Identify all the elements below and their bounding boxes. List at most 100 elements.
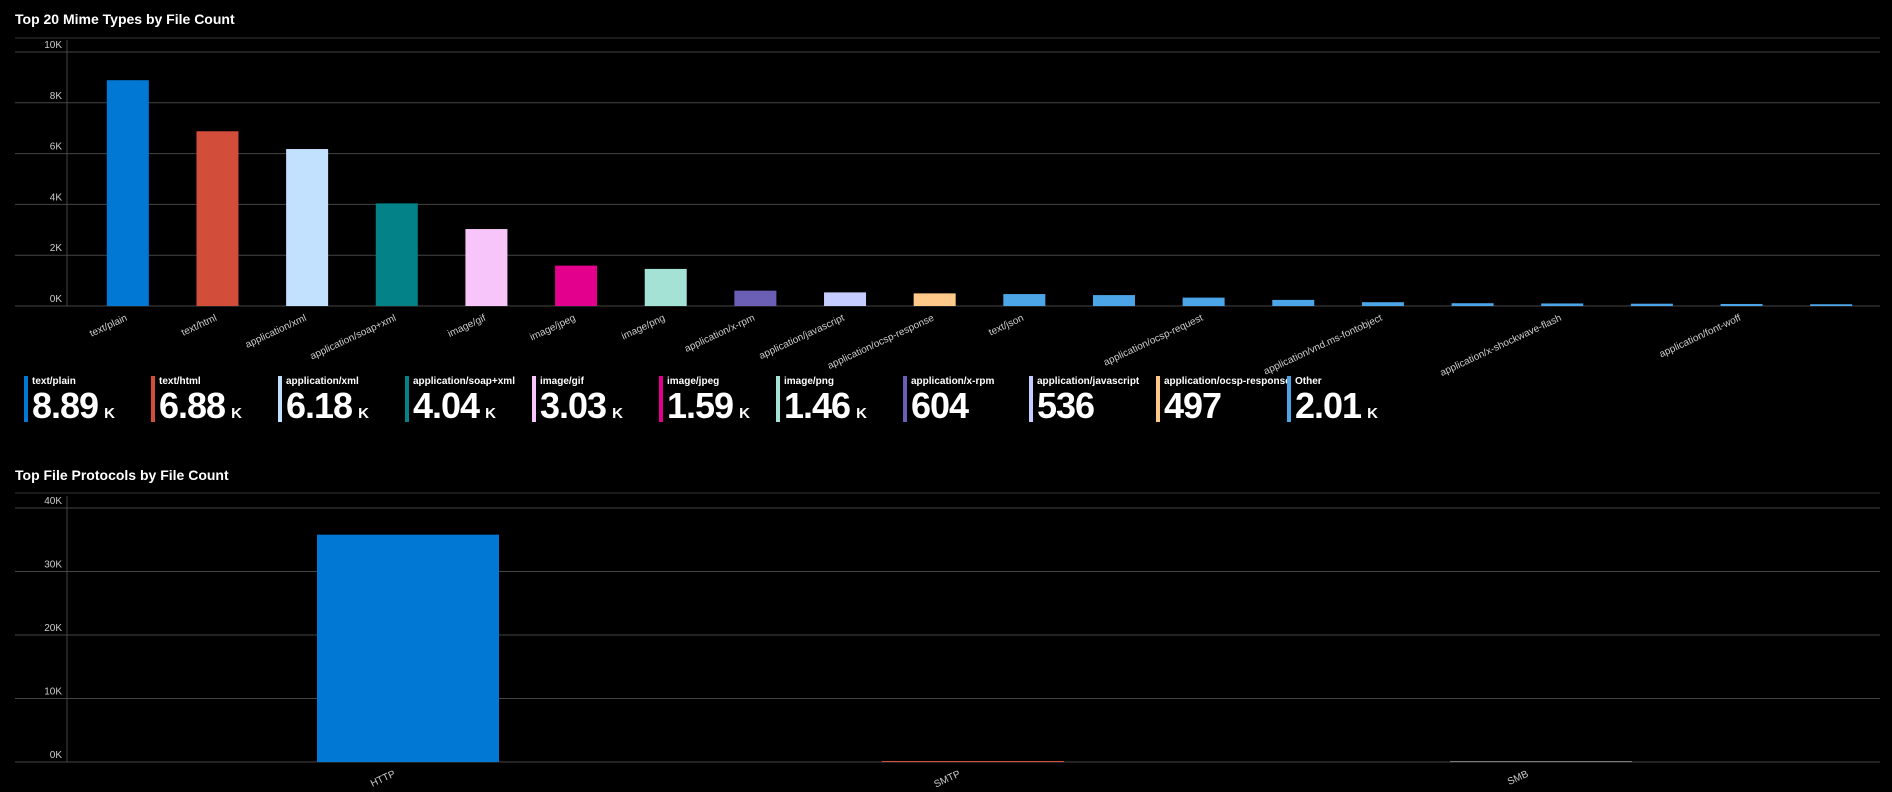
y-tick-label: 8K bbox=[50, 91, 63, 102]
legend-unit: K bbox=[612, 405, 623, 422]
legend-unit: K bbox=[104, 405, 115, 422]
bar-protocol-http[interactable] bbox=[317, 534, 499, 762]
legend-color-swatch bbox=[278, 376, 282, 422]
legend-value: 1.46 K bbox=[784, 385, 867, 432]
legend-value: 8.89 K bbox=[32, 385, 115, 432]
legend-item[interactable]: image/jpeg 1.59 K bbox=[659, 376, 750, 424]
bar-mime-11[interactable] bbox=[1092, 295, 1135, 306]
chart-title-mime-types: Top 20 Mime Types by File Count bbox=[15, 11, 235, 27]
bar-mime-10[interactable] bbox=[1003, 294, 1046, 306]
bar-mime-1[interactable] bbox=[196, 131, 239, 306]
legend-item[interactable]: application/ocsp-response 497 bbox=[1156, 376, 1291, 424]
bar-mime-3[interactable] bbox=[375, 203, 418, 306]
legend-label: image/png bbox=[784, 376, 835, 387]
legend-number: 4.04 bbox=[413, 385, 480, 426]
legend-color-swatch bbox=[532, 376, 536, 422]
legend-unit: K bbox=[856, 405, 867, 422]
bar-mime-5[interactable] bbox=[555, 265, 598, 306]
y-tick-label: 30K bbox=[44, 560, 62, 571]
legend-item[interactable]: Other 2.01 K bbox=[1287, 376, 1378, 424]
x-tick-label: SMTP bbox=[932, 769, 962, 791]
legend-label: application/x-rpm bbox=[911, 376, 995, 387]
legend-item[interactable]: text/html 6.88 K bbox=[151, 376, 242, 424]
legend-number: 8.89 bbox=[32, 385, 99, 426]
x-tick-label: SMB bbox=[1506, 769, 1531, 788]
bar-mime-17[interactable] bbox=[1630, 303, 1673, 306]
legend-color-swatch bbox=[24, 376, 28, 422]
legend-item[interactable]: text/plain 8.89 K bbox=[24, 376, 115, 424]
legend-number: 1.46 bbox=[784, 385, 851, 426]
legend-item[interactable]: application/javascript 536 bbox=[1029, 376, 1140, 424]
legend-item[interactable]: image/gif 3.03 K bbox=[532, 376, 623, 424]
legend-color-swatch bbox=[405, 376, 409, 422]
y-tick-label: 20K bbox=[44, 623, 62, 634]
legend-number: 3.03 bbox=[540, 385, 607, 426]
legend-value: 2.01 K bbox=[1295, 385, 1378, 432]
legend-label: application/xml bbox=[286, 376, 359, 387]
legend-label: text/html bbox=[159, 376, 201, 387]
y-tick-label: 10K bbox=[44, 40, 62, 51]
bar-mime-9[interactable] bbox=[913, 293, 956, 306]
legend-color-swatch bbox=[903, 376, 907, 422]
bar-mime-2[interactable] bbox=[286, 149, 329, 306]
bar-mime-6[interactable] bbox=[644, 268, 687, 306]
bar-mime-19[interactable] bbox=[1810, 304, 1853, 306]
bar-mime-15[interactable] bbox=[1451, 303, 1494, 306]
y-tick-label: 0K bbox=[50, 750, 63, 761]
y-tick-label: 2K bbox=[50, 243, 63, 254]
legend-unit: K bbox=[1367, 405, 1378, 422]
bar-mime-4[interactable] bbox=[465, 229, 508, 306]
y-tick-label: 0K bbox=[50, 294, 63, 305]
legend-color-swatch bbox=[659, 376, 663, 422]
legend-unit: K bbox=[358, 405, 369, 422]
legend-item[interactable]: image/png 1.46 K bbox=[776, 376, 867, 424]
legend-number: 6.18 bbox=[286, 385, 353, 426]
legend-color-swatch bbox=[1156, 376, 1160, 422]
legend-number: 497 bbox=[1164, 385, 1222, 426]
legend-value: 497 bbox=[1164, 388, 1291, 424]
bar-protocol-smb[interactable] bbox=[1450, 761, 1632, 762]
legend-label: application/ocsp-response bbox=[1164, 376, 1291, 387]
legend-value: 3.03 K bbox=[540, 385, 623, 432]
legend-color-swatch bbox=[776, 376, 780, 422]
bar-mime-7[interactable] bbox=[734, 290, 777, 306]
legend-number: 1.59 bbox=[667, 385, 734, 426]
legend-color-swatch bbox=[1029, 376, 1033, 422]
legend-unit: K bbox=[739, 405, 750, 422]
bar-protocol-smtp[interactable] bbox=[882, 761, 1064, 762]
bar-mime-18[interactable] bbox=[1720, 303, 1763, 306]
legend-value: 536 bbox=[1037, 388, 1139, 424]
bar-mime-14[interactable] bbox=[1361, 302, 1404, 306]
x-tick-label: HTTP bbox=[369, 769, 398, 790]
legend-value: 6.88 K bbox=[159, 385, 242, 432]
legend-value: 604 bbox=[911, 388, 994, 424]
legend-label: application/javascript bbox=[1037, 376, 1140, 387]
legend-item[interactable]: application/xml 6.18 K bbox=[278, 376, 369, 424]
legend-value: 6.18 K bbox=[286, 385, 369, 432]
legend-number: 604 bbox=[911, 385, 969, 426]
bar-mime-12[interactable] bbox=[1182, 297, 1225, 306]
legend-value: 4.04 K bbox=[413, 388, 515, 432]
legend-number: 536 bbox=[1037, 385, 1095, 426]
legend-item[interactable]: application/x-rpm 604 bbox=[903, 376, 995, 424]
legend-label: image/gif bbox=[540, 376, 584, 387]
bar-mime-8[interactable] bbox=[824, 292, 867, 306]
legend-item[interactable]: application/soap+xml 4.04 K bbox=[405, 376, 515, 424]
legend-unit: K bbox=[231, 405, 242, 422]
bar-mime-0[interactable] bbox=[106, 80, 149, 306]
legend-number: 6.88 bbox=[159, 385, 226, 426]
bar-mime-13[interactable] bbox=[1272, 299, 1315, 306]
y-tick-label: 10K bbox=[44, 687, 62, 698]
legend-color-swatch bbox=[1287, 376, 1291, 422]
y-tick-label: 40K bbox=[44, 496, 62, 507]
legend-label: text/plain bbox=[32, 376, 76, 387]
legend-value: 1.59 K bbox=[667, 385, 750, 432]
legend-number: 2.01 bbox=[1295, 385, 1362, 426]
y-tick-label: 6K bbox=[50, 142, 63, 153]
legend-unit: K bbox=[485, 405, 496, 422]
legend-label: application/soap+xml bbox=[413, 376, 515, 387]
y-tick-label: 4K bbox=[50, 192, 63, 203]
chart-title-file-protocols: Top File Protocols by File Count bbox=[15, 467, 229, 483]
bar-mime-16[interactable] bbox=[1541, 303, 1584, 306]
